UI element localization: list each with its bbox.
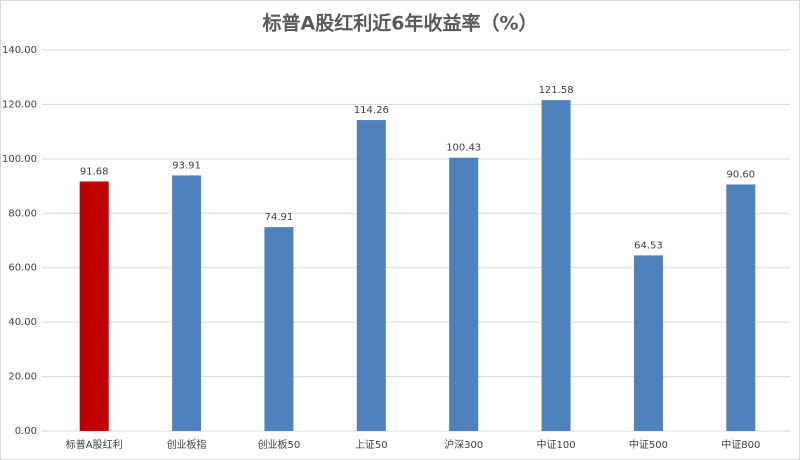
bar [172,175,202,431]
data-label: 114.26 [354,105,389,116]
x-tick-label: 上证50 [355,439,388,451]
data-label: 100.43 [446,143,481,154]
y-tick-label: 80.00 [8,208,37,219]
data-label: 91.68 [80,166,109,177]
bar [541,100,571,431]
data-label: 121.58 [539,85,574,96]
y-tick-label: 140.00 [2,45,37,56]
bar [264,227,294,431]
bar [726,184,756,431]
y-tick-label: 100.00 [2,154,37,165]
chart-title: 标普A股红利近6年收益率（%） [263,12,538,35]
y-tick-label: 0.00 [15,426,37,437]
data-label: 93.91 [172,160,201,171]
x-tick-label: 创业板指 [167,438,207,451]
x-tick-label: 沪深300 [444,438,483,451]
data-label: 64.53 [634,240,663,251]
x-tick-label: 标普A股红利 [66,438,123,451]
x-tick-label: 中证800 [721,438,760,451]
y-tick-label: 20.00 [8,372,37,383]
data-label: 90.60 [726,169,755,180]
bar [449,157,479,431]
y-tick-label: 120.00 [2,99,37,110]
x-tick-label: 中证100 [537,438,576,451]
bar [633,255,663,431]
y-tick-label: 40.00 [8,317,37,328]
bar [79,181,109,431]
x-tick-label: 创业板50 [258,438,301,451]
data-label: 74.91 [265,212,294,223]
bar [356,120,386,432]
x-tick-label: 中证500 [629,438,668,451]
y-tick-label: 60.00 [8,263,37,274]
